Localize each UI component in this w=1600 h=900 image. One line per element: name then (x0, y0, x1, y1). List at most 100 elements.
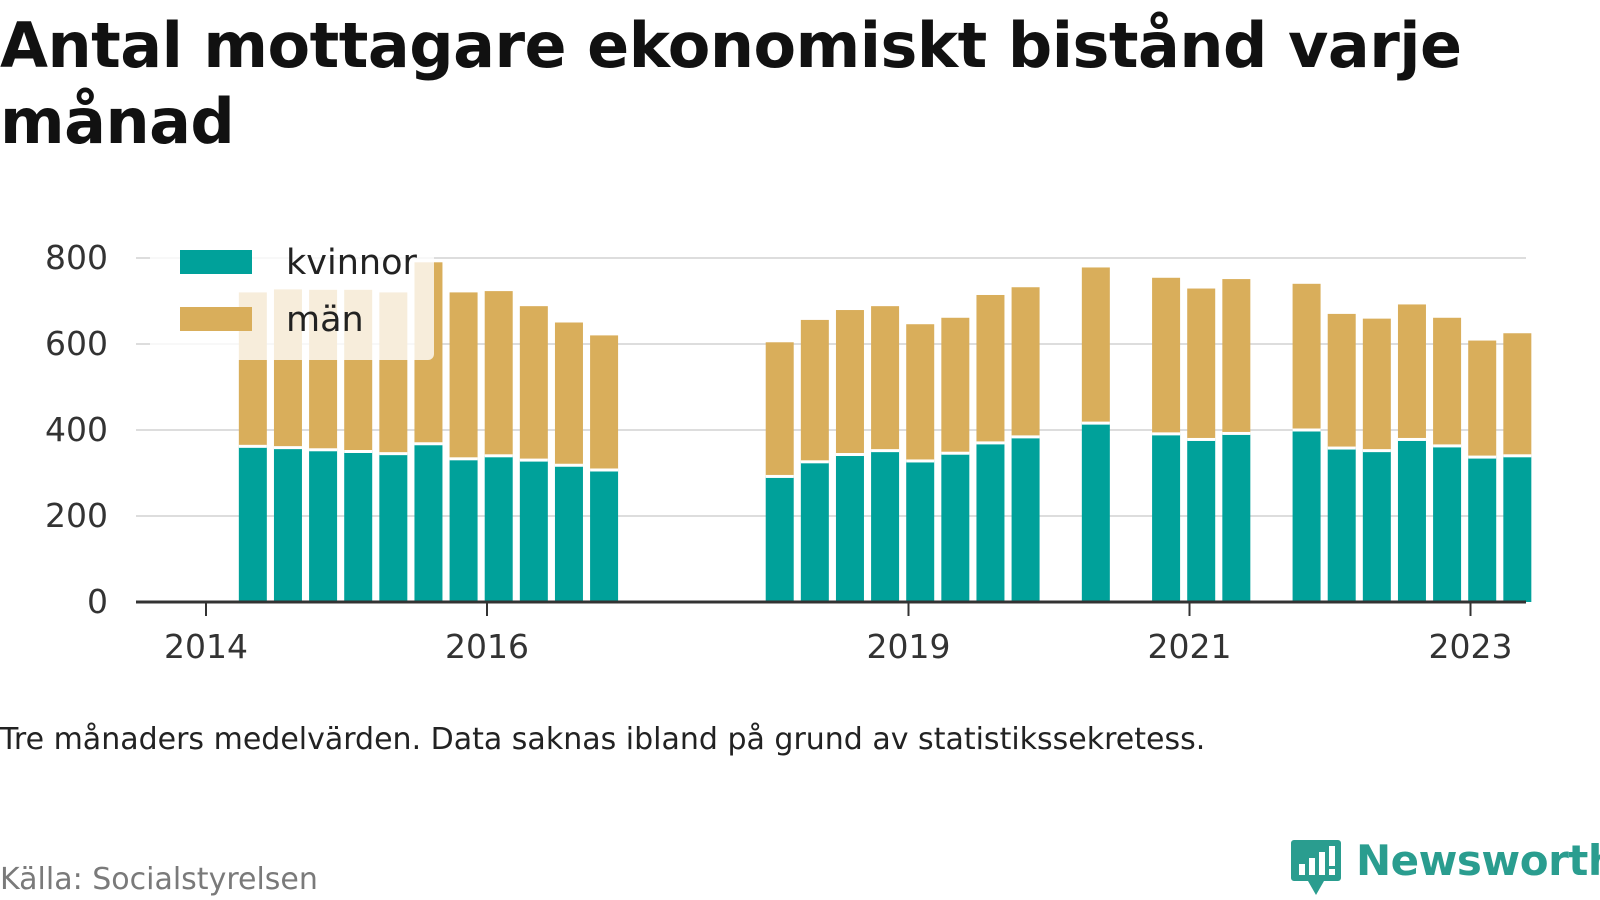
chart-title: Antal mottagare ekonomiskt bistånd varje… (0, 9, 1462, 158)
bar-kvinnor (941, 453, 970, 602)
bar-kvinnor (449, 458, 478, 602)
bar-separator (1081, 421, 1110, 425)
bar-separator (1327, 446, 1356, 450)
bar-separator (1222, 431, 1251, 435)
bar-kvinnor (1327, 448, 1356, 602)
bar-kvinnor (554, 465, 583, 602)
bar-män (976, 294, 1005, 443)
bar-män (1397, 304, 1426, 440)
bar-separator (238, 444, 267, 448)
bar-separator (590, 468, 619, 472)
bar-separator (941, 451, 970, 455)
bar-kvinnor (273, 447, 302, 602)
bar-separator (765, 474, 794, 478)
y-tick-label: 0 (87, 582, 108, 621)
brand-name: Newsworthy (1356, 836, 1600, 885)
x-tick-label: 2014 (164, 627, 248, 666)
newsworthy-brand: Newsworthy (1290, 838, 1600, 898)
bar-män (800, 319, 829, 462)
bar-kvinnor (835, 454, 864, 602)
bar-män (1433, 317, 1462, 446)
bar-separator (273, 446, 302, 450)
bar-kvinnor (765, 476, 794, 602)
bar-män (871, 306, 900, 451)
bar-män (906, 324, 935, 461)
bar-män (1362, 318, 1391, 451)
bar-separator (554, 463, 583, 467)
bar-kvinnor (379, 453, 408, 602)
bar-män (484, 291, 513, 456)
bar-män (1468, 340, 1497, 458)
legend: kvinnor män (150, 232, 434, 360)
bar-separator (1397, 437, 1426, 441)
bar-separator (1503, 454, 1532, 458)
y-tick-label: 200 (45, 496, 108, 535)
bar-män (449, 292, 478, 459)
bar-separator (1362, 449, 1391, 453)
bar-separator (449, 457, 478, 461)
chart-note: Tre månaders medelvärden. Data saknas ib… (0, 722, 1206, 757)
bar-män (519, 306, 548, 461)
x-tick-label: 2023 (1429, 627, 1513, 666)
stacked-bar-chart: 0 200 400 600 800 2014 2016 2019 2021 2023 kvinno… (45, 232, 1532, 666)
bar-kvinnor (800, 461, 829, 602)
bar-separator (1152, 432, 1181, 436)
bar-kvinnor (309, 449, 338, 602)
y-tick-label: 600 (45, 324, 108, 363)
bar-män (941, 317, 970, 454)
axes: 0 200 400 600 800 2014 2016 2019 2021 2023 (45, 238, 1526, 666)
bar-separator (414, 442, 443, 446)
bar-kvinnor (1222, 433, 1251, 602)
bar-separator (800, 460, 829, 464)
bar-kvinnor (238, 446, 267, 602)
bar-kvinnor (590, 469, 619, 602)
bar-separator (484, 454, 513, 458)
bar-män (1081, 267, 1110, 424)
bar-separator (835, 453, 864, 457)
bar-kvinnor (871, 450, 900, 602)
bar-kvinnor (344, 451, 373, 602)
bar-separator (1187, 437, 1216, 441)
y-tick-label: 800 (45, 238, 108, 277)
bar-separator (1468, 455, 1497, 459)
bar-kvinnor (906, 460, 935, 602)
bar-kvinnor (1362, 450, 1391, 602)
x-tick-label: 2021 (1148, 627, 1232, 666)
bar-kvinnor (976, 442, 1005, 602)
bar-kvinnor (1081, 423, 1110, 602)
bar-kvinnor (1011, 436, 1040, 602)
newsworthy-logo-icon (1291, 840, 1341, 895)
bar-kvinnor (1468, 457, 1497, 602)
x-tick-label: 2019 (867, 627, 951, 666)
bar-separator (519, 458, 548, 462)
legend-label-kvinnor: kvinnor (286, 243, 417, 283)
bar-kvinnor (1503, 455, 1532, 602)
bar-män (590, 335, 619, 470)
bar-män (1292, 283, 1321, 430)
bar-kvinnor (484, 455, 513, 602)
bars (238, 262, 1532, 602)
bar-män (1222, 279, 1251, 434)
bar-män (1327, 313, 1356, 449)
legend-label-män: män (286, 300, 364, 340)
bar-separator (1433, 444, 1462, 448)
bar-kvinnor (519, 460, 548, 602)
source-credit: Källa: Socialstyrelsen (0, 862, 318, 897)
bar-kvinnor (414, 443, 443, 602)
bar-kvinnor (1187, 439, 1216, 602)
bar-kvinnor (1433, 445, 1462, 602)
bar-kvinnor (1292, 430, 1321, 602)
bar-separator (1292, 428, 1321, 432)
legend-swatch-män (180, 307, 252, 331)
bar-separator (309, 448, 338, 452)
y-tick-label: 400 (45, 410, 108, 449)
bar-män (554, 322, 583, 466)
bar-män (1187, 288, 1216, 440)
x-tick-label: 2016 (445, 627, 529, 666)
bar-separator (871, 449, 900, 453)
bar-separator (379, 452, 408, 456)
bar-kvinnor (1397, 439, 1426, 602)
bar-kvinnor (1152, 433, 1181, 602)
bar-män (765, 342, 794, 477)
bar-separator (344, 450, 373, 453)
